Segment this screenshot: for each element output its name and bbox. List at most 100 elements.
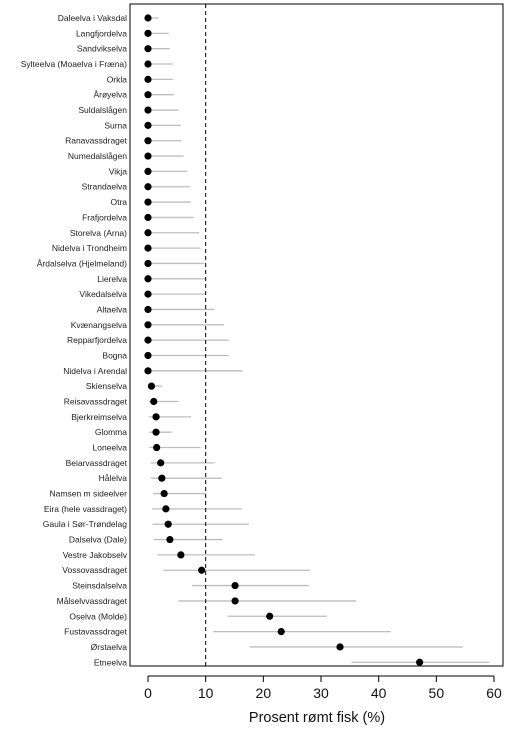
estimate-point xyxy=(144,152,152,160)
river-label: Namsen m sideelver xyxy=(50,489,128,499)
estimate-point xyxy=(144,259,152,268)
river-label: Fustavassdraget xyxy=(64,627,127,637)
estimate-point xyxy=(336,643,344,651)
river-label: Surna xyxy=(104,120,127,130)
river-label: Daleelva i Vaksdal xyxy=(58,13,127,23)
estimate-point xyxy=(277,628,285,636)
river-label: Numedalslågen xyxy=(68,151,127,161)
plot-frame xyxy=(129,3,504,667)
river-label: Bogna xyxy=(102,350,127,360)
estimate-point xyxy=(144,244,152,252)
x-axis-ticks: 0 10 20 30 40 50 60 xyxy=(144,676,502,701)
estimate-point xyxy=(144,121,152,129)
x-axis-title: Prosent rømt fisk (%) xyxy=(249,710,385,726)
river-label: Hålelva xyxy=(99,473,128,483)
river-label: Vestre Jakobselv xyxy=(63,550,128,560)
river-label: Eira (hele vassdraget) xyxy=(44,504,127,514)
x-tick-label: 30 xyxy=(313,685,329,701)
estimate-point xyxy=(150,397,158,406)
estimate-point xyxy=(144,45,152,53)
river-label: Ørstaelva xyxy=(91,642,128,652)
x-tick-label: 50 xyxy=(429,685,445,701)
estimate-point xyxy=(144,290,152,298)
river-label: Altaelva xyxy=(97,304,128,314)
estimate-point xyxy=(416,658,424,666)
estimate-point xyxy=(152,413,160,421)
river-label: Nidelva i Arendal xyxy=(63,366,127,376)
river-label: Glomma xyxy=(95,427,127,437)
estimate-point xyxy=(144,14,152,22)
x-tick-label: 60 xyxy=(486,685,502,701)
river-label: Årøyelva xyxy=(93,90,127,100)
river-label: Storelva (Arna) xyxy=(70,228,127,238)
estimate-point xyxy=(153,443,161,452)
estimate-point xyxy=(144,351,152,360)
river-label: Strandaelva xyxy=(82,182,128,192)
estimate-point xyxy=(144,167,152,175)
river-label-layer: Daleelva i Vaksdal Langfjordelva Sandvikse… xyxy=(21,13,128,667)
river-label: Etneelva xyxy=(94,657,127,667)
estimate-point xyxy=(147,382,156,390)
river-label: Langfjordelva xyxy=(76,28,127,38)
estimate-point xyxy=(144,275,152,283)
river-label: Loneelva xyxy=(92,443,127,453)
estimate-point xyxy=(144,106,152,114)
river-label: Gaula i Sør-Trøndelag xyxy=(43,519,128,529)
river-label: Kvænangselva xyxy=(71,320,128,330)
estimate-point xyxy=(144,367,152,375)
river-label: Frafjordelva xyxy=(82,212,127,222)
estimate-point xyxy=(144,305,152,314)
river-label: Vossovassdraget xyxy=(62,565,127,575)
river-label: Målselvvassdraget xyxy=(57,596,128,606)
estimate-point xyxy=(144,75,152,83)
estimate-point xyxy=(162,505,170,513)
river-label: Lierelva xyxy=(97,274,127,284)
river-label: Oselva (Molde) xyxy=(69,611,127,621)
estimate-point xyxy=(144,229,152,237)
river-label: Bjerkreimselva xyxy=(71,412,127,422)
estimate-point xyxy=(231,581,239,590)
estimate-point xyxy=(160,489,168,498)
river-label: Sandvikselva xyxy=(77,44,127,54)
x-tick-label: 40 xyxy=(371,685,387,701)
river-label: Årdalselva (Hjelmeland) xyxy=(37,258,127,268)
estimate-point xyxy=(231,597,239,605)
estimate-point xyxy=(144,336,152,344)
river-label: Beiarvassdraget xyxy=(66,458,128,468)
x-tick-label: 20 xyxy=(256,685,272,701)
river-label: Sylteelva (Moaelva i Fræna) xyxy=(21,59,127,69)
estimate-point xyxy=(266,612,274,620)
estimate-point xyxy=(144,198,152,206)
estimate-point xyxy=(144,91,152,99)
estimate-point xyxy=(144,183,152,191)
estimate-point xyxy=(144,321,152,329)
estimate-point xyxy=(177,551,185,559)
river-label: Orkla xyxy=(107,74,128,84)
estimate-point xyxy=(164,520,172,528)
estimate-point xyxy=(144,29,152,37)
estimate-point xyxy=(144,137,152,145)
estimate-point xyxy=(144,60,152,68)
river-label: Dalselva (Dale) xyxy=(69,535,127,545)
estimate-point xyxy=(166,535,174,544)
x-tick-label: 0 xyxy=(144,685,152,701)
river-label: Skienselva xyxy=(86,381,127,391)
point-layer xyxy=(144,14,424,666)
river-label: Vikedalselva xyxy=(79,289,127,299)
river-label: Suldalslågen xyxy=(78,105,127,115)
x-tick-label: 10 xyxy=(198,685,214,701)
estimate-point xyxy=(152,428,160,436)
estimate-point xyxy=(198,566,206,574)
estimate-point xyxy=(144,213,152,222)
estimate-point xyxy=(157,459,165,467)
river-label: Ranavassdraget xyxy=(65,136,128,146)
estimate-point xyxy=(158,474,166,482)
river-label: Reisavassdraget xyxy=(64,397,128,407)
river-label: Vikja xyxy=(109,166,128,176)
interval-layer xyxy=(148,17,490,663)
river-label: Nidelva i Trondheim xyxy=(52,243,127,253)
river-label: Repparfjordelva xyxy=(67,335,127,345)
river-label: Otra xyxy=(110,197,127,207)
river-label: Steinsdalselva xyxy=(72,581,127,591)
